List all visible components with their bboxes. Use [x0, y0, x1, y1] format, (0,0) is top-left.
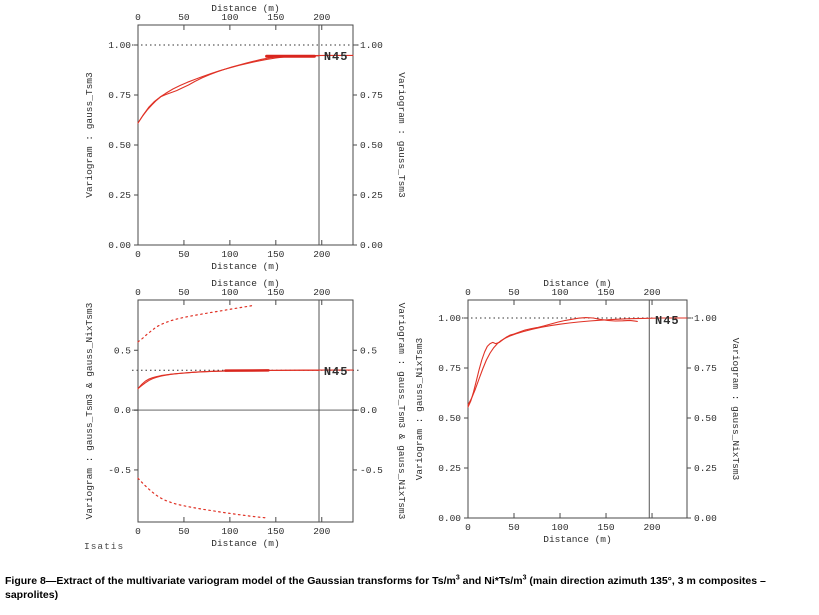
x-tick-label: 200 [313, 249, 330, 260]
y-tick-label: 1.00 [360, 40, 383, 51]
series-experimental-variogram [467, 317, 638, 408]
y-tick-label: 0.50 [694, 413, 717, 424]
x-tick-label: 200 [643, 522, 660, 533]
x-tick-label: 50 [178, 287, 190, 298]
x-tick-label: 50 [508, 287, 520, 298]
y-tick-label: 0.5 [360, 345, 377, 356]
series-model-cross-variogram [137, 369, 354, 390]
chart-group-gauss_Tsm3_x_gauss_NixTsm3: 0 0 50 50 100 100 150 150 200 200 -0.5 -0.5 0.0 0.0 0.… [84, 278, 407, 549]
x-tick-label: 0 [135, 287, 141, 298]
y-tick-label: 0.00 [360, 240, 383, 251]
y-axis-title-right: Variogram : gauss_NixTsm3 [730, 338, 741, 481]
y-tick-label: 0.75 [694, 363, 717, 374]
x-tick-label: 0 [135, 249, 141, 260]
y-tick-label: 0.50 [360, 140, 383, 151]
plot-border [467, 299, 688, 519]
y-tick-label: -0.5 [108, 465, 131, 476]
y-tick-label: -0.5 [360, 465, 383, 476]
y-tick-label: 0.75 [438, 363, 461, 374]
x-tick-label: 50 [178, 12, 190, 23]
x-tick-label: 150 [267, 287, 284, 298]
y-tick-label: 0.75 [360, 90, 383, 101]
y-tick-label: 0.00 [108, 240, 131, 251]
x-tick-label: 50 [178, 249, 190, 260]
caption-superscript: 3 [455, 574, 460, 582]
x-axis-title-bottom: Distance (m) [211, 261, 279, 272]
x-tick-label: 150 [597, 522, 614, 533]
direction-annotation-n45: N45 [324, 365, 349, 379]
y-tick-label: 0.0 [114, 405, 131, 416]
y-tick-label: 0.75 [108, 90, 131, 101]
caption-text: saprolites) [5, 589, 59, 601]
series-experimental-cross-variogram [137, 369, 320, 390]
x-tick-label: 100 [221, 12, 238, 23]
series-correlation-envelope-upper [137, 305, 253, 343]
series-correlation-envelope-lower [137, 477, 268, 519]
y-tick-label: 0.00 [694, 513, 717, 524]
y-tick-label: 0.5 [114, 345, 131, 356]
direction-annotation-n45: N45 [324, 50, 349, 64]
x-tick-label: 150 [267, 12, 284, 23]
x-tick-label: 100 [551, 522, 568, 533]
y-tick-label: 1.00 [108, 40, 131, 51]
y-tick-label: 0.25 [694, 463, 717, 474]
caption-superscript: 3 [522, 574, 527, 582]
chart-group-gauss_Tsm3: 0 0 50 50 100 100 150 150 200 200 0.00 0.00 0.25 0.25… [84, 3, 407, 272]
series-experimental-variogram [137, 55, 320, 124]
x-tick-label: 150 [267, 526, 284, 537]
x-axis-title-bottom: Distance (m) [211, 538, 279, 549]
x-tick-label: 200 [313, 287, 330, 298]
y-tick-label: 0.50 [108, 140, 131, 151]
y-tick-label: 0.00 [438, 513, 461, 524]
x-tick-label: 100 [221, 526, 238, 537]
y-tick-label: 1.00 [694, 313, 717, 324]
x-tick-label: 0 [135, 12, 141, 23]
x-axis-title-top: Distance (m) [543, 278, 611, 289]
series-model-variogram [137, 54, 354, 124]
x-axis-title-bottom: Distance (m) [543, 534, 611, 545]
x-axis-title-top: Distance (m) [211, 278, 279, 289]
chart-variogram-gauss-nixtsm3: 0 0 50 50 100 100 150 150 200 200 0.00 0.00 0.25 0.25… [414, 278, 741, 545]
x-tick-label: 0 [135, 526, 141, 537]
y-tick-label: 0.25 [438, 463, 461, 474]
figure-caption: Figure 8—Extract of the multivariate var… [5, 574, 813, 602]
y-tick-label: 0.50 [438, 413, 461, 424]
x-tick-label: 0 [465, 522, 471, 533]
x-tick-label: 100 [221, 249, 238, 260]
chart-variogram-gauss-tsm3: 0 0 50 50 100 100 150 150 200 200 0.00 0.00 0.25 0.25… [84, 3, 407, 272]
y-axis-title-right: Variogram : gauss_Tsm3 & gauss_NixTsm3 [396, 303, 407, 520]
x-tick-label: 150 [597, 287, 614, 298]
x-tick-label: 200 [313, 12, 330, 23]
direction-annotation-n45: N45 [655, 314, 680, 328]
x-tick-label: 150 [267, 249, 284, 260]
x-axis-title-top: Distance (m) [211, 3, 279, 14]
y-axis-title-left: Variogram : gauss_Tsm3 [84, 72, 95, 198]
y-tick-label: 0.25 [108, 190, 131, 201]
x-tick-label: 50 [178, 526, 190, 537]
chart-group-gauss_NixTsm3: 0 0 50 50 100 100 150 150 200 200 0.00 0.00 0.25 0.25… [414, 278, 741, 545]
y-axis-title-left: Variogram : gauss_Tsm3 & gauss_NixTsm3 [84, 302, 95, 519]
y-tick-label: 0.0 [360, 405, 377, 416]
chart-cross-variogram-gauss-tsm3-nixtsm3: 0 0 50 50 100 100 150 150 200 200 -0.5 -0.5 0.0 0.0 0.… [84, 278, 407, 549]
x-tick-label: 200 [313, 526, 330, 537]
software-label: Isatis [84, 541, 125, 552]
x-tick-label: 100 [551, 287, 568, 298]
y-tick-label: 0.25 [360, 190, 383, 201]
y-axis-title-right: Variogram : gauss_Tsm3 [396, 72, 407, 198]
x-tick-label: 50 [508, 522, 520, 533]
series-model-variogram [467, 317, 688, 406]
x-tick-label: 0 [465, 287, 471, 298]
plot-border [137, 299, 354, 523]
y-tick-label: 1.00 [438, 313, 461, 324]
plot-border [137, 24, 354, 246]
x-tick-label: 200 [643, 287, 660, 298]
caption-text: (main direction azimuth 135°, 3 m compos… [526, 575, 766, 587]
y-axis-title-left: Variogram : gauss_NixTsm3 [414, 337, 425, 480]
caption-text: and Ni*Ts/m [459, 575, 523, 587]
caption-text: Figure 8—Extract of the multivariate var… [5, 575, 456, 587]
x-tick-label: 100 [221, 287, 238, 298]
